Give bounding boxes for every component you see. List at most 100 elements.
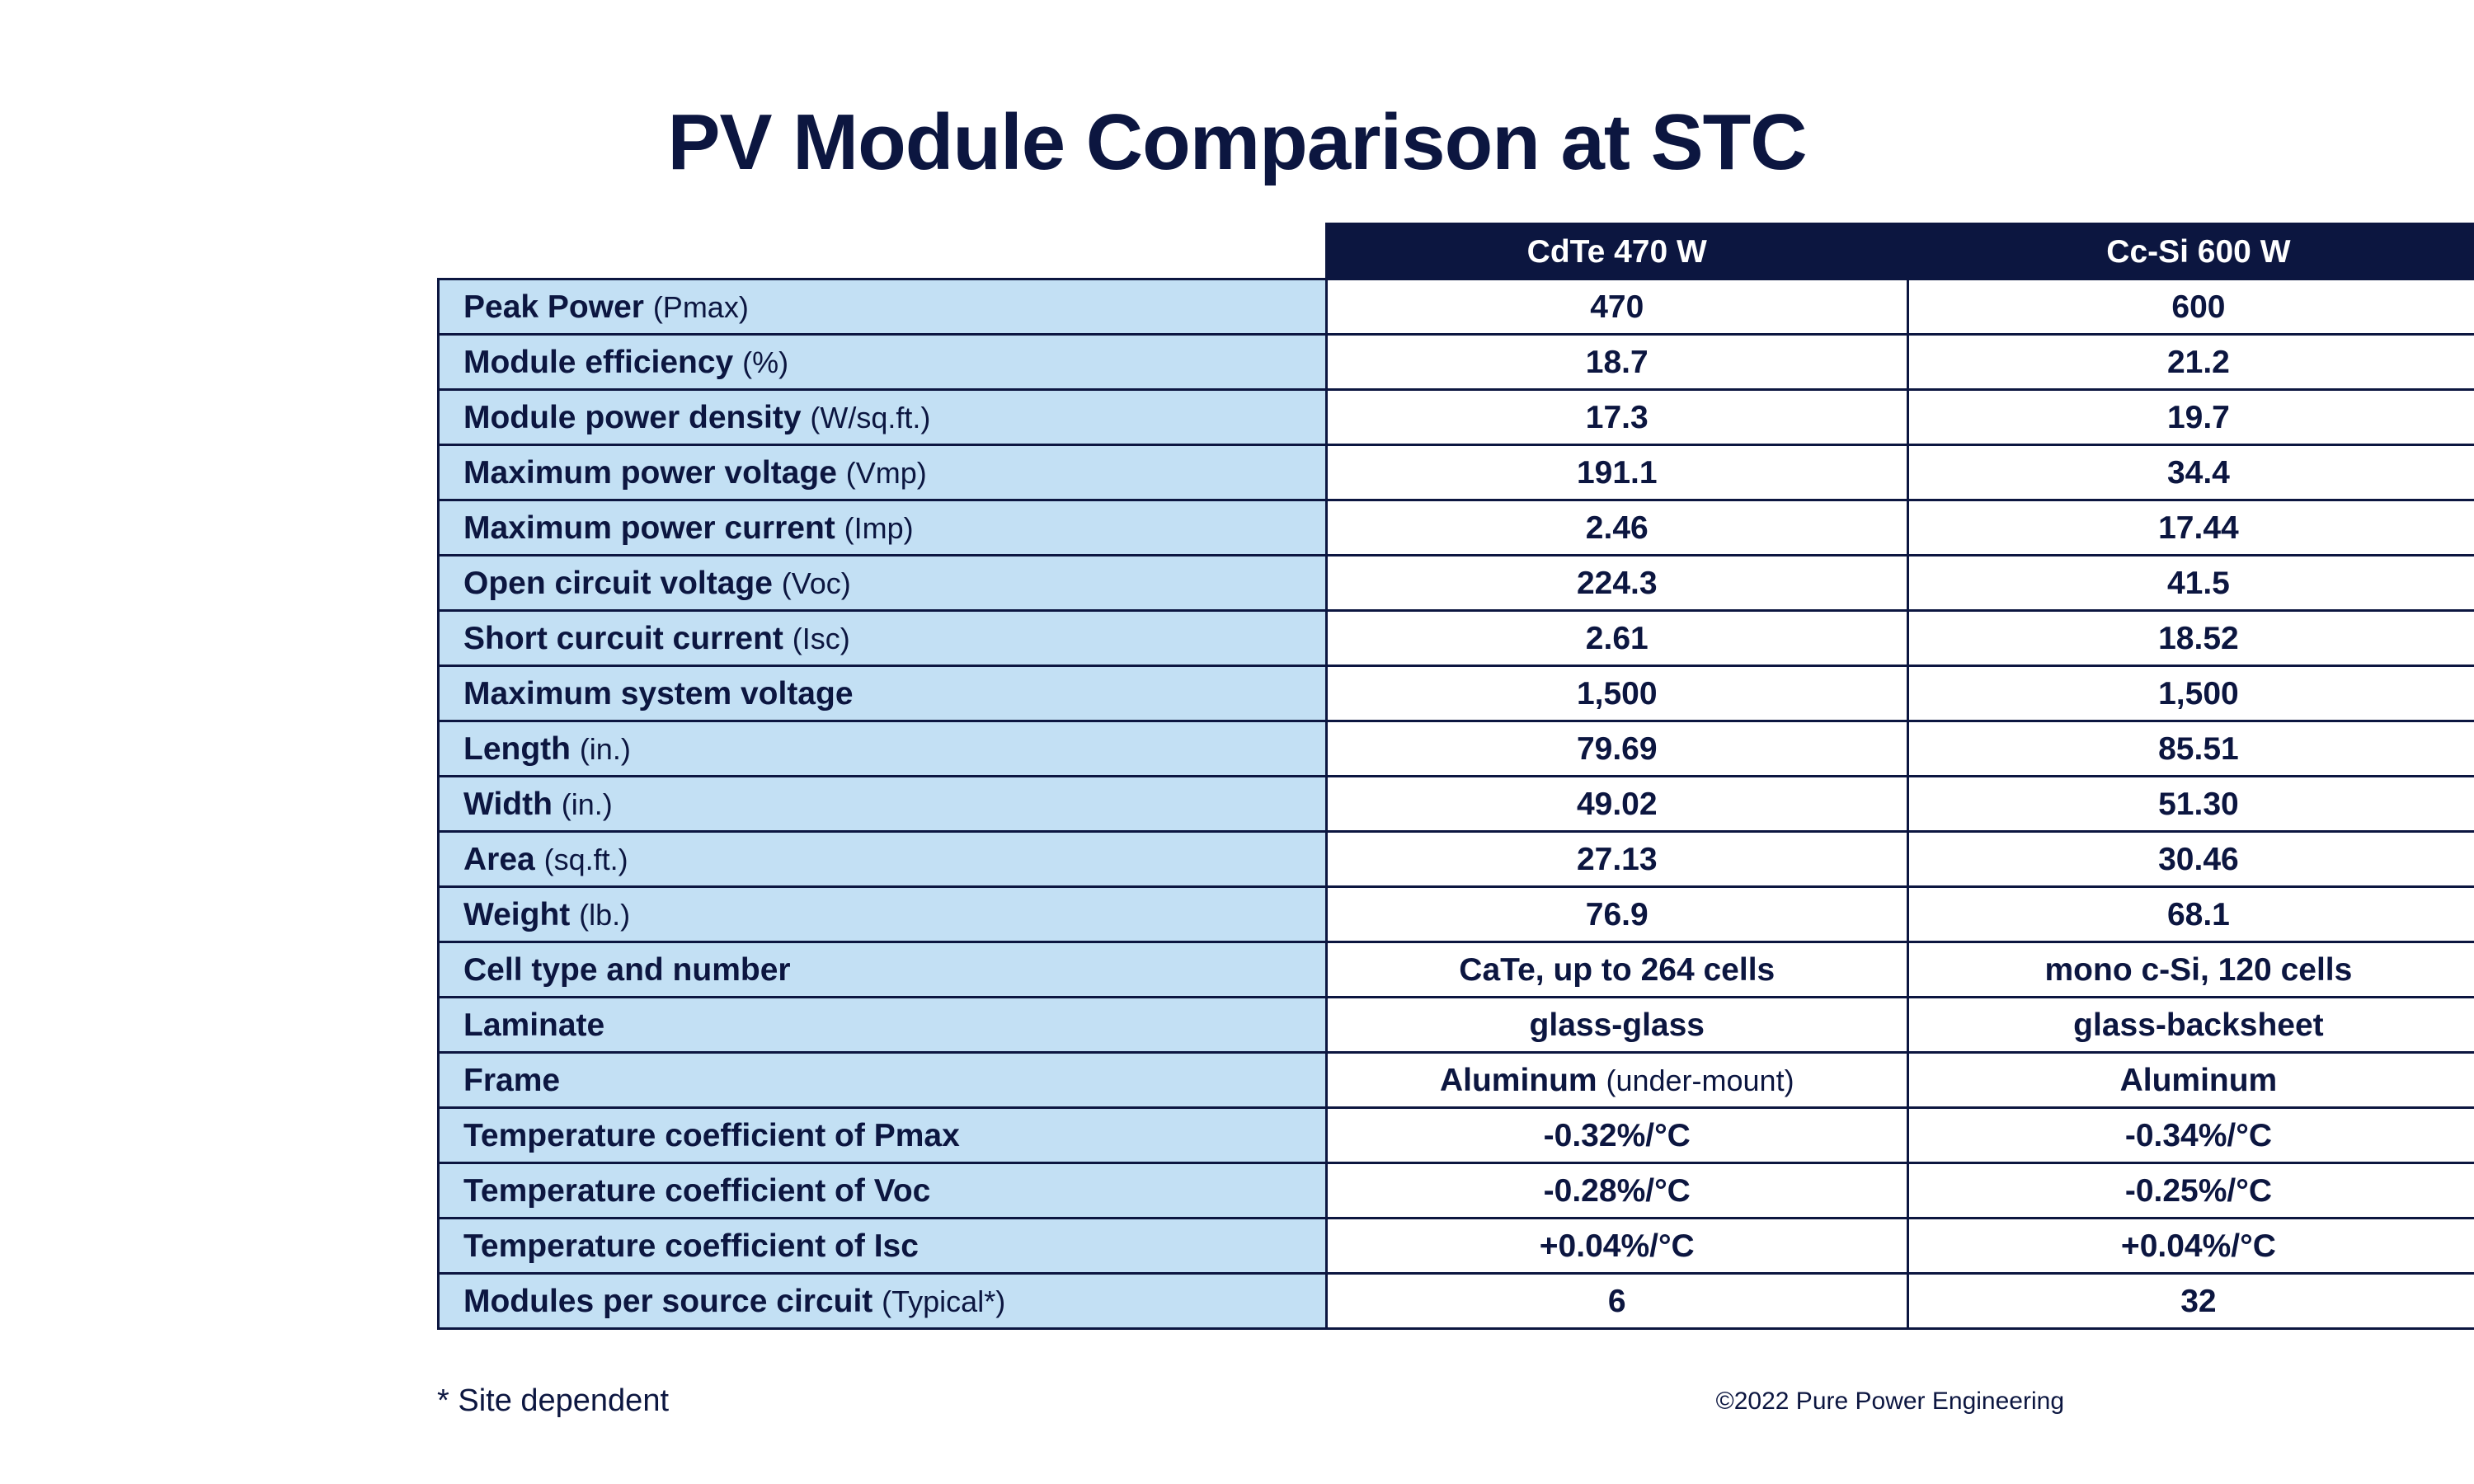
- row-label: Maximum system voltage: [463, 675, 854, 711]
- table-row: Cell type and number CaTe, up to 264 cell…: [437, 941, 2474, 998]
- row-label: Cell type and number: [463, 951, 791, 988]
- table-row: Maximum power current (Imp) 2.46 17.44: [437, 499, 2474, 556]
- csi-value: 51.30: [2158, 786, 2239, 822]
- row-unit: (in.): [579, 731, 631, 766]
- row-unit: (Voc): [781, 566, 851, 600]
- row-label: Length: [463, 730, 571, 767]
- csi-value-cell: 18.52: [1906, 609, 2474, 667]
- cdte-value-cell: 224.3: [1324, 554, 1909, 612]
- csi-value: 21.2: [2166, 344, 2230, 380]
- csi-value: glass-backsheet: [2073, 1007, 2324, 1043]
- table-row: Laminate glass-glass glass-backsheet: [437, 996, 2474, 1054]
- csi-value: 85.51: [2158, 730, 2239, 767]
- row-label: Area: [463, 841, 535, 877]
- row-label: Maximum power current: [463, 510, 835, 546]
- cdte-value: 2.61: [1585, 620, 1649, 656]
- csi-value: -0.25%/°C: [2124, 1172, 2272, 1209]
- row-label-cell: Maximum power voltage (Vmp): [437, 444, 1328, 501]
- row-label: Temperature coefficient of Isc: [463, 1228, 919, 1264]
- cdte-value: 18.7: [1585, 344, 1649, 380]
- row-label-cell: Frame: [437, 1051, 1328, 1109]
- cdte-value: 76.9: [1585, 896, 1649, 932]
- row-label-cell: Temperature coefficient of Voc: [437, 1162, 1328, 1219]
- row-label-cell: Short curcuit current (Isc): [437, 609, 1328, 667]
- csi-value-cell: 51.30: [1906, 775, 2474, 833]
- table-row: Peak Power (Pmax) 470 600: [437, 278, 2474, 336]
- header-blank-cell: [439, 224, 1327, 279]
- cdte-value-cell: 470: [1324, 278, 1909, 336]
- cdte-value-cell: 2.61: [1324, 609, 1909, 667]
- row-label: Temperature coefficient of Pmax: [463, 1117, 960, 1153]
- row-label: Module power density: [463, 399, 802, 435]
- page-title: PV Module Comparison at STC: [667, 98, 1807, 186]
- cdte-value-cell: 1,500: [1324, 665, 1909, 722]
- table-row: Module efficiency (%) 18.7 21.2: [437, 333, 2474, 391]
- cdte-value: glass-glass: [1529, 1007, 1705, 1043]
- row-label: Weight: [463, 896, 571, 932]
- table-row: Width (in.) 49.02 51.30: [437, 775, 2474, 833]
- row-unit: (sq.ft.): [543, 842, 628, 876]
- row-label-cell: Open circuit voltage (Voc): [437, 554, 1328, 612]
- cdte-value-cell: 79.69: [1324, 720, 1909, 777]
- table-body: Peak Power (Pmax) 470 600 Module efficiency…: [437, 278, 2474, 1330]
- cdte-value-cell: 49.02: [1324, 775, 1909, 833]
- row-label: Maximum power voltage: [463, 454, 837, 491]
- csi-value: 600: [2171, 289, 2226, 325]
- csi-value: 19.7: [2166, 399, 2230, 435]
- cdte-value-cell: 191.1: [1324, 444, 1909, 501]
- csi-value-cell: 19.7: [1906, 388, 2474, 446]
- row-label: Peak Power: [463, 289, 644, 325]
- cdte-value: 17.3: [1585, 399, 1649, 435]
- csi-value: 34.4: [2166, 454, 2230, 491]
- row-label-cell: Peak Power (Pmax): [437, 278, 1328, 336]
- cdte-value: 224.3: [1576, 565, 1658, 601]
- row-label-cell: Width (in.): [437, 775, 1328, 833]
- cdte-value: 6: [1607, 1283, 1626, 1319]
- cdte-value-cell: glass-glass: [1324, 996, 1909, 1054]
- csi-value: 30.46: [2158, 841, 2239, 877]
- csi-value-cell: +0.04%/°C: [1906, 1217, 2474, 1275]
- cdte-value: 1,500: [1576, 675, 1658, 711]
- row-label: Open circuit voltage: [463, 565, 773, 601]
- table-row: Module power density (W/sq.ft.) 17.3 19.7: [437, 388, 2474, 446]
- comparison-table: CdTe 470 W Cc-Si 600 W Peak Power (Pmax)…: [437, 223, 2474, 1330]
- column-header-cdte: CdTe 470 W: [1324, 223, 1909, 280]
- csi-value: +0.04%/°C: [2120, 1228, 2276, 1264]
- csi-value-cell: 17.44: [1906, 499, 2474, 556]
- row-unit: (lb.): [579, 897, 631, 932]
- cdte-value: Aluminum: [1439, 1062, 1597, 1098]
- cdte-value-cell: 2.46: [1324, 499, 1909, 556]
- csi-value-cell: 1,500: [1906, 665, 2474, 722]
- row-unit: (W/sq.ft.): [810, 400, 931, 434]
- row-unit: (in.): [561, 787, 613, 821]
- cdte-value-cell: -0.32%/°C: [1324, 1106, 1909, 1164]
- csi-value-cell: 30.46: [1906, 830, 2474, 888]
- csi-value-cell: -0.34%/°C: [1906, 1106, 2474, 1164]
- cdte-value: 49.02: [1576, 786, 1658, 822]
- cdte-value-cell: 6: [1324, 1272, 1909, 1330]
- row-label: Width: [463, 786, 553, 822]
- cdte-value: -0.28%/°C: [1543, 1172, 1691, 1209]
- csi-value-cell: -0.25%/°C: [1906, 1162, 2474, 1219]
- cdte-value-cell: 18.7: [1324, 333, 1909, 391]
- row-label: Laminate: [463, 1007, 605, 1043]
- csi-value-cell: 32: [1906, 1272, 2474, 1330]
- row-unit: (%): [742, 345, 789, 379]
- csi-value-cell: glass-backsheet: [1906, 996, 2474, 1054]
- row-label: Modules per source circuit: [463, 1283, 873, 1319]
- cdte-value-cell: +0.04%/°C: [1324, 1217, 1909, 1275]
- cdte-value-cell: Aluminum (under-mount): [1324, 1051, 1909, 1109]
- csi-value-cell: 68.1: [1906, 885, 2474, 943]
- row-unit: (Imp): [844, 510, 914, 545]
- row-label-cell: Area (sq.ft.): [437, 830, 1328, 888]
- table-row: Temperature coefficient of Pmax -0.32%/°C…: [437, 1106, 2474, 1164]
- csi-value: 18.52: [2158, 620, 2239, 656]
- footnote: * Site dependent: [437, 1383, 670, 1418]
- cdte-value: +0.04%/°C: [1539, 1228, 1695, 1264]
- table-row: Open circuit voltage (Voc) 224.3 41.5: [437, 554, 2474, 612]
- cdte-value-note: (under-mount): [1606, 1063, 1794, 1097]
- row-label-cell: Cell type and number: [437, 941, 1328, 998]
- cdte-value: 27.13: [1576, 841, 1658, 877]
- row-label-cell: Modules per source circuit (Typical*): [437, 1272, 1328, 1330]
- row-unit: (Typical*): [882, 1284, 1006, 1318]
